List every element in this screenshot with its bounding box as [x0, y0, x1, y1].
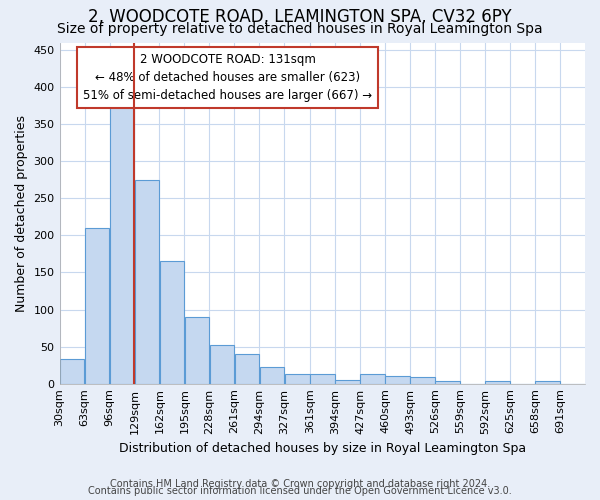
- Bar: [110, 104, 134, 384]
- Bar: [235, 354, 259, 384]
- Bar: [185, 317, 209, 384]
- Bar: [485, 382, 510, 384]
- Bar: [385, 376, 410, 384]
- Bar: [134, 180, 159, 384]
- Text: Contains public sector information licensed under the Open Government Licence v3: Contains public sector information licen…: [88, 486, 512, 496]
- Bar: [209, 345, 234, 384]
- Bar: [335, 380, 360, 384]
- Text: Size of property relative to detached houses in Royal Leamington Spa: Size of property relative to detached ho…: [57, 22, 543, 36]
- Bar: [435, 380, 460, 384]
- Text: 2 WOODCOTE ROAD: 131sqm
← 48% of detached houses are smaller (623)
51% of semi-d: 2 WOODCOTE ROAD: 131sqm ← 48% of detache…: [83, 52, 372, 102]
- Bar: [535, 382, 560, 384]
- Bar: [284, 374, 310, 384]
- Bar: [310, 374, 335, 384]
- Bar: [60, 359, 85, 384]
- Text: 2, WOODCOTE ROAD, LEAMINGTON SPA, CV32 6PY: 2, WOODCOTE ROAD, LEAMINGTON SPA, CV32 6…: [88, 8, 512, 26]
- Bar: [361, 374, 385, 384]
- Text: Contains HM Land Registry data © Crown copyright and database right 2024.: Contains HM Land Registry data © Crown c…: [110, 479, 490, 489]
- Bar: [410, 377, 435, 384]
- Y-axis label: Number of detached properties: Number of detached properties: [15, 114, 28, 312]
- X-axis label: Distribution of detached houses by size in Royal Leamington Spa: Distribution of detached houses by size …: [119, 442, 526, 455]
- Bar: [260, 366, 284, 384]
- Bar: [160, 262, 184, 384]
- Bar: [85, 228, 109, 384]
